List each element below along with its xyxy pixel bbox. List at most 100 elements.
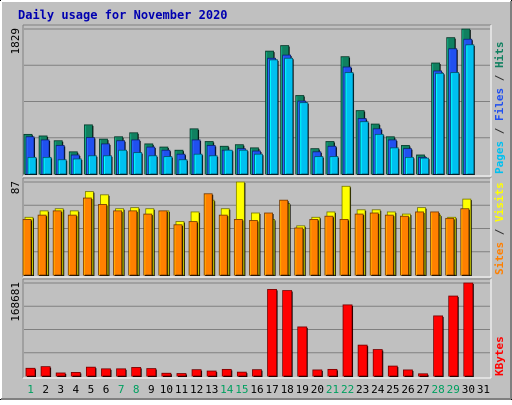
bar-kbytes-day-27	[418, 373, 429, 377]
bar-pages-day-17	[269, 59, 279, 175]
bar-kbytes-day-7	[116, 368, 127, 377]
axis-label-segment: /	[493, 222, 506, 242]
bar-pages-day-10	[163, 156, 173, 175]
bar-sites-day-26	[400, 215, 410, 276]
bar-pages-day-19	[299, 102, 309, 175]
bar-sites-day-12	[188, 221, 199, 276]
x-tick-label: 15	[235, 383, 248, 396]
bar-kbytes-day-18	[282, 290, 293, 377]
x-tick-label: 11	[175, 383, 188, 396]
bar-kbytes-day-11	[176, 373, 187, 377]
bar-sites-day-1	[22, 219, 32, 276]
bar-pages-day-8	[133, 152, 143, 175]
bar-sites-day-11	[173, 224, 183, 276]
bar-sites-day-6	[98, 204, 108, 276]
x-tick-label: 20	[311, 383, 324, 396]
x-tick-label: 19	[296, 383, 309, 396]
axis-label-segment: /	[493, 121, 506, 141]
panel-visits-sites: 87 Sites / Visits	[9, 177, 506, 278]
x-tick-label: 5	[88, 383, 95, 396]
y-max-label: 1829	[9, 28, 22, 55]
bar-sites-day-25	[384, 214, 395, 276]
bar-kbytes-day-24	[372, 349, 384, 377]
x-tick-label: 31	[477, 383, 490, 396]
bar-kbytes-day-15	[236, 371, 248, 377]
bar-pages-day-15	[238, 149, 249, 175]
panel-plot-area	[23, 279, 491, 378]
bar-sites-day-20	[309, 219, 319, 276]
bar-pages-day-5	[87, 155, 98, 175]
bar-sites-day-14	[218, 214, 229, 276]
x-tick-label: 2	[42, 383, 49, 396]
bar-pages-day-26	[405, 156, 415, 175]
series-axis-label: Pages / Files / Hits	[493, 42, 506, 175]
bar-sites-day-4	[67, 214, 78, 276]
bar-kbytes-day-16	[252, 369, 263, 377]
y-max-label: 87	[9, 181, 22, 194]
x-tick-label: 27	[416, 383, 429, 396]
x-tick-label: 10	[160, 383, 173, 396]
series-axis-label: KBytes	[493, 336, 506, 376]
x-tick-label: 24	[371, 383, 385, 396]
bar-sites-day-29	[445, 217, 455, 276]
x-tick-label: 13	[205, 383, 218, 396]
axis-label-segment: Pages	[493, 141, 506, 174]
bar-sites-day-19	[294, 227, 304, 276]
x-tick-label: 18	[281, 383, 294, 396]
bar-pages-day-16	[254, 153, 264, 175]
x-tick-label: 17	[265, 383, 278, 396]
bar-pages-day-21	[329, 156, 339, 175]
axis-label-segment: Hits	[493, 42, 506, 69]
x-tick-label: 22	[341, 383, 354, 396]
bar-kbytes-day-20	[312, 369, 323, 377]
bar-pages-day-3	[57, 159, 68, 175]
bar-sites-day-3	[52, 210, 63, 276]
bar-pages-day-30	[465, 44, 475, 175]
x-tick-label: 26	[401, 383, 414, 396]
panel-kbytes: 168681 KBytes	[9, 278, 506, 379]
panel-hits-files-pages: 1829 Pages / Files / Hits	[9, 24, 506, 177]
x-tick-label: 29	[447, 383, 460, 396]
bar-sites-day-18	[279, 199, 289, 276]
bar-kbytes-day-1	[25, 367, 36, 377]
bar-kbytes-day-19	[297, 326, 308, 377]
axis-label-segment: Files	[493, 88, 506, 121]
x-tick-label: 6	[103, 383, 110, 396]
bar-sites-day-27	[415, 211, 425, 276]
bar-kbytes-day-10	[161, 372, 172, 377]
bar-kbytes-day-21	[327, 368, 338, 377]
bar-pages-day-11	[178, 159, 188, 175]
axis-label-segment: Sites	[493, 242, 506, 275]
bar-sites-day-5	[82, 197, 93, 276]
bar-pages-day-2	[42, 156, 53, 175]
bar-pages-day-18	[284, 57, 294, 175]
series-axis-label: Sites / Visits	[493, 182, 506, 275]
bar-sites-day-9	[143, 213, 153, 276]
axis-label-segment: Visits	[493, 182, 506, 222]
x-tick-label: 21	[326, 383, 339, 396]
x-tick-label: 4	[73, 383, 80, 396]
x-tick-label: 9	[148, 383, 155, 396]
axis-label-segment: KBytes	[493, 336, 506, 376]
bar-sites-day-22	[339, 219, 350, 276]
bar-kbytes-day-14	[221, 368, 233, 377]
bar-pages-day-6	[103, 155, 113, 175]
bar-pages-day-24	[374, 133, 385, 175]
bar-sites-day-16	[249, 220, 259, 276]
bar-pages-day-4	[72, 158, 83, 175]
x-tick-label: 12	[190, 383, 203, 396]
x-tick-label: 14	[220, 383, 234, 396]
bar-sites-day-15	[233, 219, 244, 276]
x-tick-label: 28	[432, 383, 445, 396]
x-tick-label: 7	[118, 383, 125, 396]
bar-kbytes-day-5	[85, 366, 97, 377]
bar-pages-day-13	[208, 155, 219, 175]
bar-pages-day-7	[118, 149, 128, 175]
bar-kbytes-day-23	[357, 344, 369, 377]
bar-sites-day-28	[430, 211, 440, 276]
bar-pages-day-20	[314, 156, 324, 175]
bar-kbytes-day-17	[267, 289, 278, 377]
bar-kbytes-day-6	[101, 368, 112, 377]
bar-kbytes-day-4	[70, 372, 82, 377]
